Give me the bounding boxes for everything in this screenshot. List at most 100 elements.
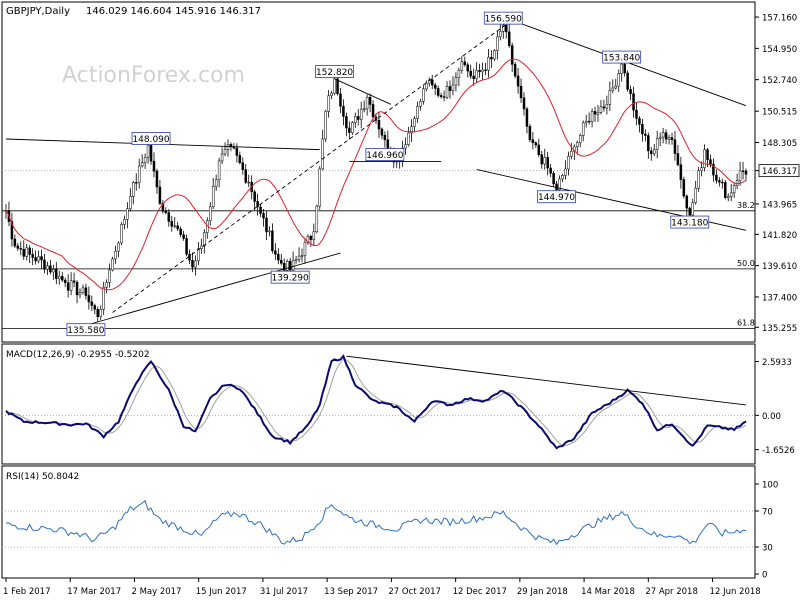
macd-title: MACD(12,26,9) -0.2955 -0.5202 <box>6 350 150 360</box>
price-candle-body <box>404 144 407 149</box>
price-candle-body <box>472 75 475 80</box>
price-candle-body <box>235 147 239 156</box>
price-annotation-box <box>315 65 354 78</box>
price-candle-body <box>629 88 632 94</box>
rsi-y-label: 0 <box>762 571 767 581</box>
price-candle-body <box>694 187 697 203</box>
price-candle-body <box>729 192 733 197</box>
price-candle-body <box>549 167 552 174</box>
price-candle-body <box>738 170 742 181</box>
price-candle-body <box>493 50 496 60</box>
x-axis-label: 1 Feb 2017 <box>3 587 51 597</box>
price-candle-body <box>611 87 615 91</box>
price-candle-body <box>345 116 348 129</box>
price-candle-body <box>667 137 671 140</box>
x-axis: 1 Feb 2017 17 Mar 2017 2 May 2017 15 Jun 20… <box>3 578 761 597</box>
macd-layer: 2.5933 0.00 -1.6526 <box>2 354 795 456</box>
price-candle-body <box>721 181 724 184</box>
price-candle-body <box>120 224 123 244</box>
price-candle-body <box>351 122 354 133</box>
price-candle-body <box>460 61 464 71</box>
price-candle-body <box>66 282 70 291</box>
price-candle-body <box>724 182 727 198</box>
price-candle-body <box>641 124 644 135</box>
price-candle-body <box>466 64 470 72</box>
price-annotation-label: 152.820 <box>316 68 353 78</box>
x-axis-label: 31 Jul 2017 <box>260 587 308 597</box>
price-candle-body <box>368 96 372 105</box>
price-candle-body <box>650 150 653 155</box>
rsi-y-label: 70 <box>762 508 773 518</box>
price-candle-body <box>179 228 182 235</box>
price-candle-body <box>306 236 310 243</box>
price-candle-body <box>425 82 428 90</box>
price-candle-body <box>167 212 171 222</box>
price-annotation-label: 139.290 <box>272 274 309 284</box>
price-candle-body <box>416 106 419 119</box>
price-candle-body <box>203 232 206 247</box>
price-candle-body <box>191 260 194 268</box>
price-y-label: 152.740 <box>762 76 797 86</box>
price-candle-body <box>555 183 558 190</box>
price-candle-body <box>605 104 609 109</box>
macd-trendline <box>346 355 747 406</box>
x-axis-label: 27 Oct 2017 <box>388 587 441 597</box>
price-candle-body <box>525 108 529 127</box>
price-candle-body <box>81 287 85 293</box>
watermark-text: ActionForex.com <box>62 63 245 88</box>
price-candle-body <box>469 70 472 77</box>
price-candle-body <box>211 185 215 208</box>
price-candle-body <box>13 238 17 247</box>
price-candle-body <box>576 142 579 148</box>
price-candle-body <box>114 250 117 260</box>
price-candle-body <box>78 292 82 296</box>
price-candle-body <box>744 170 748 175</box>
price-annotation-box <box>602 50 642 64</box>
price-candle-body <box>185 238 188 255</box>
price-candle-body <box>715 174 718 181</box>
price-candle-body <box>593 111 597 115</box>
price-panel-frame <box>1 1 756 343</box>
price-y-label: 139.610 <box>762 262 797 272</box>
price-annotation-label: 146.960 <box>366 151 403 161</box>
price-candle-body <box>679 164 683 180</box>
price-candle-body <box>377 120 381 130</box>
price-y-label: 143.965 <box>762 200 797 210</box>
price-candle-body <box>63 279 67 284</box>
price-candle-body <box>496 36 499 51</box>
price-candle-body <box>105 282 108 288</box>
price-candle-body <box>241 162 245 170</box>
price-annotation-label: 156.590 <box>485 15 522 25</box>
price-candle-body <box>348 127 351 133</box>
macd-signal-line <box>5 358 747 447</box>
price-candle-body <box>321 138 324 170</box>
price-candle-body <box>146 145 150 158</box>
price-candle-body <box>638 118 641 125</box>
current-price-box <box>758 164 800 178</box>
price-candle-body <box>513 64 517 77</box>
price-candle-body <box>463 61 467 66</box>
price-candle-body <box>170 221 174 227</box>
price-candle-body <box>25 247 28 257</box>
chart-symbol: GBPJPY,Daily <box>6 6 70 17</box>
price-candle-body <box>69 280 73 291</box>
price-annotation-box <box>270 270 310 284</box>
price-candle-body <box>354 116 357 123</box>
price-candle-body <box>34 257 37 262</box>
price-candle-body <box>374 116 378 121</box>
price-candle-body <box>451 84 455 91</box>
price-candle-body <box>741 170 745 172</box>
price-candle-body <box>297 255 301 260</box>
price-candle-body <box>31 254 34 258</box>
price-candle-body <box>475 70 478 80</box>
price-candle-body <box>623 63 626 74</box>
price-annotation-label: 135.580 <box>67 326 104 336</box>
price-candle-body <box>567 155 570 170</box>
price-candle-body <box>410 126 413 134</box>
macd-line <box>5 354 747 450</box>
price-annotation-box <box>670 215 710 229</box>
price-candle-body <box>413 118 416 127</box>
price-candle-body <box>673 139 677 154</box>
price-annotation-box <box>66 323 106 337</box>
macd-y-label: -1.6526 <box>762 446 795 456</box>
